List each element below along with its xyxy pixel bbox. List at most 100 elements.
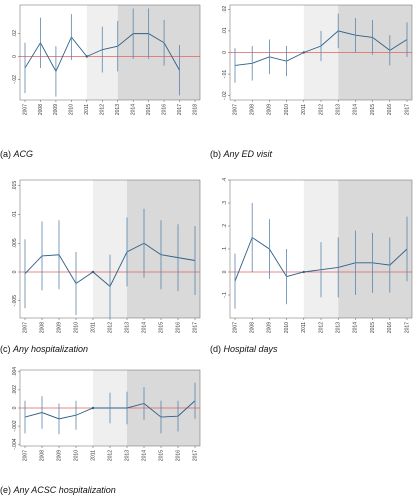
x-tick-label: 2015 xyxy=(158,450,164,461)
y-tick-label: 0 xyxy=(222,51,228,54)
x-tick-label: 2016 xyxy=(161,104,167,115)
x-tick-label: 2016 xyxy=(387,104,393,115)
x-tick-label: 2014 xyxy=(131,104,137,115)
panel-title: ACG xyxy=(13,149,34,159)
y-tick-label: .02 xyxy=(12,30,18,37)
x-tick-label: 2013 xyxy=(336,104,342,115)
y-tick-label: .3 xyxy=(222,201,228,205)
plot-frame xyxy=(19,4,201,101)
x-tick-label: 2011 xyxy=(301,104,307,115)
shaded-period xyxy=(117,5,200,100)
y-tick-label: .002 xyxy=(12,385,18,395)
y-tick-label: -.02 xyxy=(12,75,18,84)
panel-label: (c) xyxy=(0,344,11,354)
panel-label: (e) xyxy=(0,485,11,495)
x-tick-label: 2010 xyxy=(73,322,79,333)
x-tick-label: 2017 xyxy=(404,322,410,333)
x-tick-label: 2009 xyxy=(56,450,62,461)
panel: -.005 0 .005 .01 .015 2007 2008 2009 2010 2011 201… xyxy=(0,179,201,354)
y-tick-label: -.004 xyxy=(12,438,18,450)
panel-title: Any ED visit xyxy=(223,149,273,159)
panel-caption: (a) ACG xyxy=(0,149,33,159)
plot-frame xyxy=(229,179,413,319)
panel-label: (b) xyxy=(210,149,221,159)
x-tick-label: 2008 xyxy=(39,450,45,461)
panel-caption: (d) Hospital days xyxy=(210,344,278,354)
x-tick-label: 2015 xyxy=(370,104,376,115)
x-tick-label: 2009 xyxy=(53,104,59,115)
reference-point xyxy=(91,406,95,410)
x-tick-label: 2013 xyxy=(124,322,130,333)
x-tick-label: 2013 xyxy=(124,450,130,461)
panel-caption: (b) Any ED visit xyxy=(210,149,273,159)
y-tick-label: .015 xyxy=(12,181,18,191)
x-tick-label: 2016 xyxy=(387,322,393,333)
x-tick-label: 2016 xyxy=(175,322,181,333)
panel-label: (a) xyxy=(0,149,11,159)
x-tick-label: 2018 xyxy=(192,104,198,115)
x-tick-label: 2013 xyxy=(336,322,342,333)
reference-point xyxy=(85,55,89,58)
panel-caption: (e) Any ACSC hospitalization xyxy=(0,485,116,495)
x-tick-label: 2010 xyxy=(69,104,75,115)
x-tick-label: 2011 xyxy=(90,322,96,333)
x-tick-label: 2007 xyxy=(232,322,238,333)
x-tick-label: 2011 xyxy=(90,450,96,461)
x-tick-label: 2007 xyxy=(22,450,28,461)
x-tick-label: 2017 xyxy=(404,104,410,115)
y-tick-label: .01 xyxy=(222,27,228,34)
shaded-period xyxy=(338,180,412,318)
x-tick-label: 2014 xyxy=(141,322,147,333)
plot-frame xyxy=(229,4,413,101)
x-tick-label: 2008 xyxy=(250,104,256,115)
plot-frame xyxy=(19,369,201,447)
y-tick-label: .02 xyxy=(222,6,228,13)
x-tick-label: 2017 xyxy=(177,104,183,115)
x-tick-label: 2015 xyxy=(370,322,376,333)
x-tick-label: 2010 xyxy=(284,322,290,333)
y-tick-label: -.02 xyxy=(222,91,228,100)
x-tick-label: 2010 xyxy=(73,450,79,461)
x-tick-label: 2014 xyxy=(353,322,359,333)
x-tick-label: 2008 xyxy=(39,322,45,333)
panel-label: (d) xyxy=(210,344,221,354)
x-tick-label: 2012 xyxy=(107,450,113,461)
panel-title: Hospital days xyxy=(224,344,279,354)
x-tick-label: 2017 xyxy=(192,450,198,461)
panel-caption: (c) Any hospitalization xyxy=(0,344,88,354)
y-tick-label: .005 xyxy=(12,238,18,248)
x-tick-label: 2014 xyxy=(141,450,147,461)
reference-point xyxy=(302,51,305,54)
y-tick-label: .4 xyxy=(222,178,228,182)
y-tick-label: 0 xyxy=(12,270,18,273)
x-tick-label: 2008 xyxy=(250,322,256,333)
x-tick-label: 2014 xyxy=(353,104,359,115)
x-tick-label: 2007 xyxy=(22,322,28,333)
x-tick-label: 2015 xyxy=(146,104,152,115)
x-tick-label: 2012 xyxy=(107,322,113,333)
y-tick-label: .2 xyxy=(222,224,228,228)
x-tick-label: 2015 xyxy=(158,322,164,333)
y-tick-label: 0 xyxy=(12,406,18,409)
x-tick-label: 2007 xyxy=(232,104,238,115)
panel-title: Any hospitalization xyxy=(12,344,88,354)
x-tick-label: 2009 xyxy=(267,104,273,115)
x-tick-label: 2008 xyxy=(38,104,44,115)
shaded-period xyxy=(127,180,200,318)
panel: -.02 0 .02 2007 2008 2009 2010 2011 2012 2013 2014… xyxy=(0,4,201,159)
panel: -.02 -.01 0 .01 .02 2007 2008 2009 2010 2011 2012 2… xyxy=(210,4,413,159)
y-tick-label: -.1 xyxy=(222,292,228,298)
x-tick-label: 2010 xyxy=(284,104,290,115)
x-tick-label: 2009 xyxy=(56,322,62,333)
reference-point xyxy=(302,270,305,274)
x-tick-label: 2011 xyxy=(301,322,307,333)
y-tick-label: 0 xyxy=(222,270,228,273)
x-tick-label: 2017 xyxy=(192,322,198,333)
x-tick-label: 2011 xyxy=(84,104,90,115)
y-tick-label: 0 xyxy=(12,55,18,58)
y-tick-label: -.002 xyxy=(12,420,18,432)
x-tick-label: 2009 xyxy=(267,322,273,333)
x-tick-label: 2013 xyxy=(115,104,121,115)
panel: -.004 -.002 0 .002 .004 2007 2008 2009 2010 2011 2… xyxy=(0,367,201,495)
